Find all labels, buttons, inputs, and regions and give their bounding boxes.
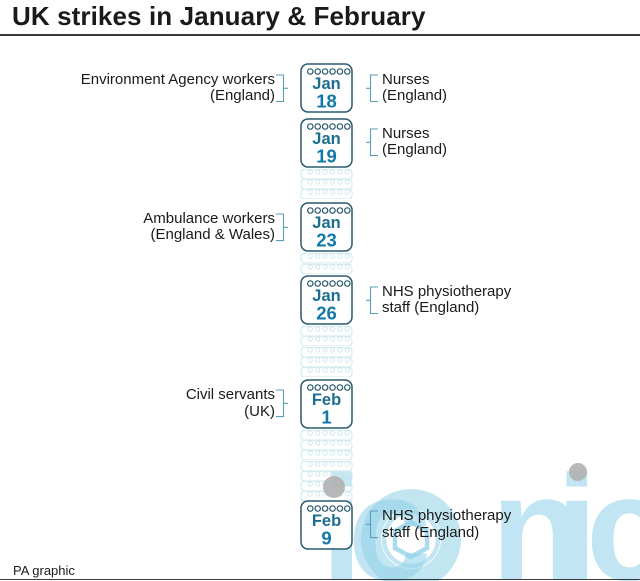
- svg-text:9: 9: [321, 527, 331, 548]
